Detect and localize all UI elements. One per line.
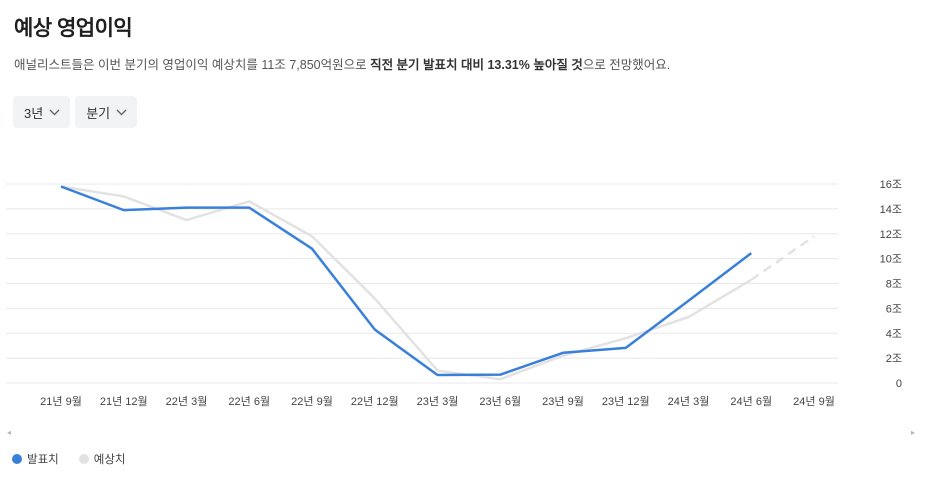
x-tick-label: 24년 9월 bbox=[793, 395, 835, 408]
x-tick-label: 23년 12월 bbox=[602, 395, 650, 408]
chevron-down-icon bbox=[49, 109, 60, 115]
interval-dropdown[interactable]: 분기 bbox=[75, 96, 138, 128]
x-tick-label: 22년 12월 bbox=[351, 395, 399, 408]
chart-legend: 발표치 예상치 bbox=[12, 451, 126, 467]
filter-bar: 3년 분기 bbox=[13, 96, 138, 128]
summary-suffix: 으로 전망했어요. bbox=[582, 58, 671, 72]
x-tick-label: 22년 9월 bbox=[291, 395, 333, 408]
y-tick-label: 8조 bbox=[886, 279, 902, 291]
legend-swatch-estimate bbox=[78, 454, 89, 464]
x-tick-label: 21년 9월 bbox=[40, 395, 82, 408]
operating-profit-chart: 0 2조 4조 6조 8조 10조 12조 14조 16조 21년 9월 21년 12월 22년 3월… bbox=[6, 179, 902, 408]
y-tick-label: 14조 bbox=[880, 204, 902, 216]
y-tick-label: 16조 bbox=[880, 179, 902, 191]
x-tick-label: 22년 6월 bbox=[228, 395, 270, 408]
scroll-right-icon[interactable]: ▸ bbox=[911, 428, 916, 437]
x-tick-label: 24년 3월 bbox=[668, 395, 710, 408]
x-tick-label: 21년 12월 bbox=[100, 395, 148, 408]
x-tick-label: 24년 6월 bbox=[730, 395, 772, 408]
x-tick-label: 23년 3월 bbox=[417, 395, 459, 408]
legend-label-estimate: 예상치 bbox=[93, 454, 126, 466]
scroll-left-icon[interactable]: ◂ bbox=[7, 428, 12, 437]
summary-prefix: 애널리스트들은 이번 분기의 영업이익 예상치를 11조 7,850억원으로 bbox=[14, 58, 371, 72]
estimate-forecast-line bbox=[750, 235, 815, 281]
y-tick-label: 10조 bbox=[880, 254, 902, 266]
x-tick-label: 23년 6월 bbox=[479, 395, 521, 408]
y-tick-label: 2조 bbox=[886, 353, 902, 365]
y-tick-label: 6조 bbox=[886, 303, 902, 315]
period-dropdown[interactable]: 3년 bbox=[13, 96, 71, 128]
period-dropdown-label: 3년 bbox=[24, 105, 44, 121]
legend-item-estimate: 예상치 bbox=[78, 451, 126, 467]
legend-item-actual: 발표치 bbox=[12, 451, 59, 467]
chevron-down-icon bbox=[116, 109, 127, 115]
actual-line bbox=[60, 185, 753, 377]
interval-dropdown-label: 분기 bbox=[86, 105, 111, 121]
legend-swatch-actual bbox=[12, 454, 22, 464]
summary-text: 애널리스트들은 이번 분기의 영업이익 예상치를 11조 7,850억원으로 직… bbox=[14, 54, 670, 73]
page-title: 예상 영업이익 bbox=[14, 17, 133, 40]
y-tick-label: 0 bbox=[896, 378, 902, 390]
legend-label-actual: 발표치 bbox=[27, 454, 59, 466]
y-tick-label: 4조 bbox=[886, 328, 902, 340]
y-tick-label: 12조 bbox=[880, 229, 902, 241]
summary-highlight: 직전 분기 발표치 대비 13.31% 높아질 것 bbox=[370, 58, 583, 72]
x-tick-label: 22년 3월 bbox=[166, 395, 208, 408]
estimate-line bbox=[60, 185, 752, 381]
x-tick-label: 23년 9월 bbox=[542, 395, 584, 408]
